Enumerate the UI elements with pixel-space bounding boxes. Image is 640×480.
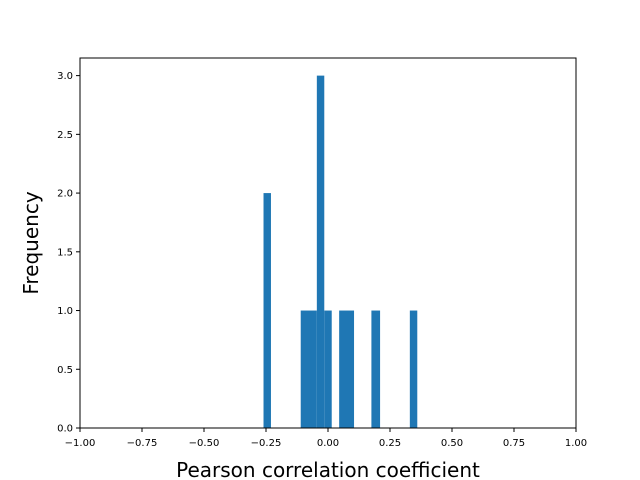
x-axis-ticks: −1.00 −0.75 −0.50 −0.25 0.00 0.25 0.50 0.75 1.00 (65, 428, 587, 449)
y-tick-label: 1.0 (57, 306, 73, 317)
x-tick-label: 0.25 (379, 438, 401, 449)
histogram-bar-4 (339, 310, 355, 428)
y-tick-label: 0.0 (57, 424, 73, 435)
y-tick-label: 3.0 (57, 71, 73, 82)
x-tick-label: 0.75 (503, 438, 525, 449)
x-tick-label: 1.00 (565, 438, 587, 449)
histogram-bar-3 (324, 310, 332, 428)
x-tick-label: 0.50 (441, 438, 463, 449)
histogram-bar-6 (409, 310, 418, 428)
x-tick-label: 0.00 (317, 438, 339, 449)
y-tick-label: 0.5 (57, 365, 73, 376)
histogram-bar-0 (263, 193, 271, 428)
histogram-bar-2 (316, 75, 325, 428)
x-tick-label: −0.50 (189, 438, 220, 449)
y-axis-label: Frequency (19, 191, 43, 294)
y-tick-label: 2.5 (57, 130, 73, 141)
x-tick-label: −1.00 (65, 438, 96, 449)
y-tick-label: 1.5 (57, 247, 73, 258)
y-tick-label: 2.0 (57, 189, 73, 200)
histogram-bar-1 (300, 310, 317, 428)
histogram-bar-5 (371, 310, 381, 428)
x-tick-label: −0.25 (251, 438, 282, 449)
x-axis-label: Pearson correlation coefficient (176, 458, 480, 480)
y-axis-ticks: 0.0 0.5 1.0 1.5 2.0 2.5 3.0 (57, 71, 80, 435)
x-tick-label: −0.75 (127, 438, 158, 449)
bars-group (263, 75, 418, 428)
